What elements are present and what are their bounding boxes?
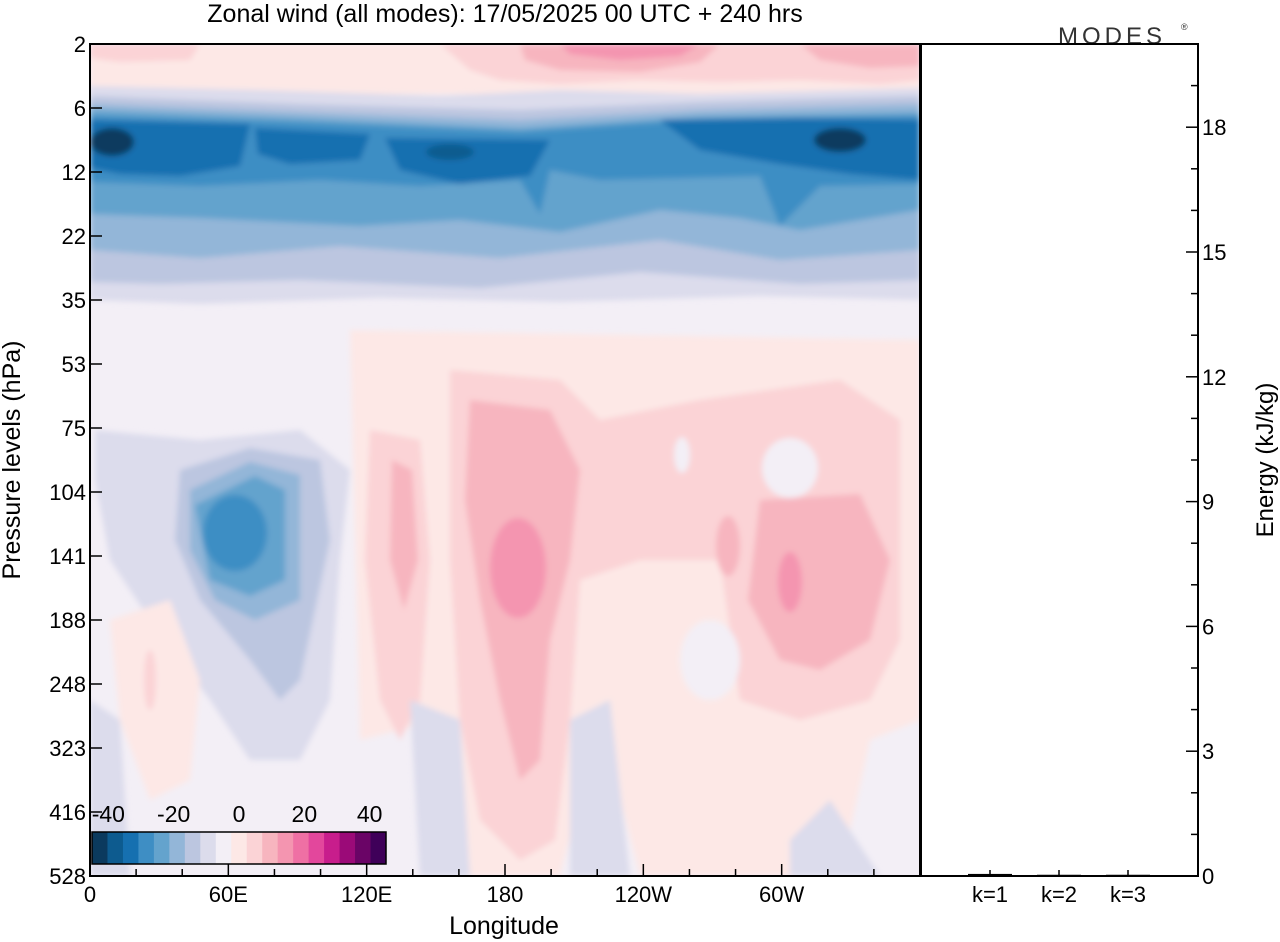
energy-tick-label: 9 bbox=[1202, 490, 1214, 515]
x-tick-label: 0 bbox=[84, 882, 96, 907]
energy-category-label: k=1 bbox=[972, 882, 1008, 907]
colorbar-swatch bbox=[370, 832, 387, 864]
colorbar-swatch bbox=[355, 832, 372, 864]
energy-axis-label: Energy (kJ/kg) bbox=[1252, 383, 1279, 538]
colorbar-swatch bbox=[231, 832, 248, 864]
easterly-bottom-4 bbox=[410, 700, 470, 876]
easterly-60E-core bbox=[203, 495, 267, 571]
colorbar-swatch bbox=[184, 832, 201, 864]
colorbar-tick-label: 0 bbox=[233, 801, 246, 827]
colorbar-swatch bbox=[308, 832, 325, 864]
energy-category-label: k=2 bbox=[1041, 882, 1077, 907]
x-tick-label: 180 bbox=[487, 882, 524, 907]
colorbar: -40 -20 0 20 40 bbox=[91, 801, 387, 865]
colorbar-swatch bbox=[246, 832, 263, 864]
energy-category-label: k=3 bbox=[1110, 882, 1146, 907]
calm-patch-2 bbox=[680, 620, 740, 700]
colorbar-swatches bbox=[92, 832, 387, 864]
band-easterly-core-2 bbox=[255, 128, 370, 164]
colorbar-swatch bbox=[262, 832, 279, 864]
heatmap-axis-labels: 0 60E 120E 180 120W 60W 2 6 12 22 35 53 75 104 141 188 2… bbox=[49, 32, 804, 907]
y-tick-label: 416 bbox=[49, 800, 86, 825]
band-easterly-peak-2 bbox=[814, 128, 866, 152]
westerly-90W-blob bbox=[716, 516, 740, 576]
y-tick-label: 12 bbox=[62, 160, 86, 185]
energy-y-axis: 0 3 6 9 12 15 18 bbox=[1186, 43, 1226, 889]
energy-frame bbox=[920, 43, 1199, 877]
energy-x-axis: k=1 k=2 k=3 bbox=[972, 870, 1146, 907]
y-tick-label: 104 bbox=[49, 480, 86, 505]
wind-contour-layers bbox=[90, 44, 920, 876]
westerly-30E-weak bbox=[110, 600, 200, 800]
energy-tick-label: 3 bbox=[1202, 739, 1214, 764]
colorbar-frame bbox=[91, 831, 387, 865]
y-tick-label: 6 bbox=[74, 96, 86, 121]
colorbar-tick-label: -40 bbox=[92, 801, 125, 827]
colorbar-swatch bbox=[92, 832, 108, 864]
band-easterly-core-3 bbox=[385, 138, 550, 184]
y-tick-label: 188 bbox=[49, 608, 86, 633]
band-easterly-peak-3 bbox=[426, 144, 474, 160]
energy-tick-label: 18 bbox=[1202, 115, 1226, 140]
colorbar-swatch bbox=[277, 832, 294, 864]
calm-patch-1 bbox=[762, 438, 818, 498]
energy-tick-label: 6 bbox=[1202, 614, 1214, 639]
y-tick-label: 2 bbox=[74, 32, 86, 57]
heatmap-fields bbox=[90, 44, 920, 876]
y-axis-label: Pressure levels (hPa) bbox=[0, 341, 26, 580]
colorbar-tick-label: 20 bbox=[292, 801, 318, 827]
energy-tick-label: 15 bbox=[1202, 240, 1226, 265]
westerly-180-core bbox=[490, 518, 546, 618]
colorbar-labels: -40 -20 0 20 40 bbox=[92, 801, 383, 827]
colorbar-swatch bbox=[107, 832, 124, 864]
colorbar-swatch bbox=[200, 832, 217, 864]
colorbar-swatch bbox=[169, 832, 186, 864]
y-tick-label: 323 bbox=[49, 736, 86, 761]
colorbar-swatch bbox=[324, 832, 341, 864]
x-axis-label: Longitude bbox=[449, 912, 559, 940]
westerly-60W-inner bbox=[748, 494, 890, 670]
westerly-60W-core bbox=[778, 552, 802, 612]
chart-title: Zonal wind (all modes): 17/05/2025 00 UT… bbox=[207, 0, 802, 28]
logo-mark: ® bbox=[1181, 22, 1192, 32]
energy-panel: 0 3 6 9 12 15 18 k=1 k=2 k=3 bbox=[920, 43, 1226, 907]
heatmap-panel: 0 60E 120E 180 120W 60W 2 6 12 22 35 53 75 104 141 188 2… bbox=[49, 32, 921, 907]
y-tick-label: 35 bbox=[62, 288, 86, 313]
westerly-120E-core bbox=[390, 460, 418, 610]
x-tick-label: 120W bbox=[615, 882, 673, 907]
calm-patch-3 bbox=[674, 437, 690, 473]
colorbar-swatch bbox=[122, 832, 139, 864]
colorbar-swatch bbox=[153, 832, 170, 864]
colorbar-swatch bbox=[293, 832, 310, 864]
easterly-bottom-3 bbox=[790, 800, 880, 876]
easterly-bottom-2 bbox=[570, 700, 630, 876]
band-westerly-top-core bbox=[560, 44, 700, 60]
x-tick-label: 60W bbox=[759, 882, 804, 907]
energy-tick-label: 12 bbox=[1202, 365, 1226, 390]
y-tick-label: 248 bbox=[49, 672, 86, 697]
energy-tick-label: 0 bbox=[1202, 864, 1214, 889]
colorbar-swatch bbox=[215, 832, 232, 864]
y-tick-label: 22 bbox=[62, 224, 86, 249]
y-tick-label: 53 bbox=[62, 352, 86, 377]
x-tick-label: 120E bbox=[341, 882, 392, 907]
colorbar-swatch bbox=[339, 832, 356, 864]
y-tick-label: 75 bbox=[62, 416, 86, 441]
band-westerly-top-left bbox=[90, 44, 200, 62]
x-tick-label: 60E bbox=[209, 882, 248, 907]
westerly-30E-core bbox=[144, 650, 156, 710]
colorbar-tick-label: 40 bbox=[357, 801, 383, 827]
band-easterly-peak-1 bbox=[90, 128, 134, 156]
colorbar-tick-label: -20 bbox=[157, 801, 190, 827]
y-tick-label: 528 bbox=[49, 864, 86, 889]
y-tick-label: 141 bbox=[49, 544, 86, 569]
colorbar-swatch bbox=[138, 832, 155, 864]
band-westerly-top-right bbox=[800, 44, 920, 68]
